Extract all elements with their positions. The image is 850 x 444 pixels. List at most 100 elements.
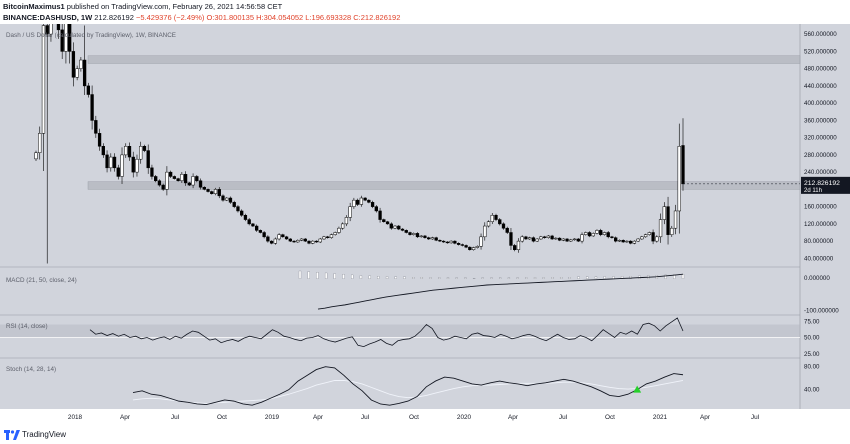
candle-body[interactable]	[64, 24, 68, 52]
candle-body[interactable]	[516, 240, 521, 251]
candle-body[interactable]	[176, 178, 180, 182]
candle-body[interactable]	[370, 202, 375, 207]
candle-body[interactable]	[471, 247, 476, 251]
candle-body[interactable]	[524, 236, 528, 240]
candle-body[interactable]	[90, 94, 94, 121]
candle-body[interactable]	[643, 234, 648, 238]
candle-body[interactable]	[655, 236, 659, 242]
candle-body[interactable]	[195, 176, 199, 182]
candle-body[interactable]	[419, 235, 423, 238]
candle-body[interactable]	[587, 232, 592, 237]
candle-body[interactable]	[299, 238, 304, 241]
candle-body[interactable]	[606, 232, 610, 238]
candle-body[interactable]	[318, 238, 322, 243]
candle-body[interactable]	[337, 227, 341, 233]
candle-body[interactable]	[112, 156, 117, 169]
candle-body[interactable]	[602, 232, 607, 235]
candle-body[interactable]	[505, 227, 509, 233]
candle-body[interactable]	[34, 152, 38, 160]
candle-body[interactable]	[109, 156, 113, 169]
candle-body[interactable]	[94, 120, 98, 134]
candle-body[interactable]	[400, 228, 405, 231]
candle-body[interactable]	[255, 225, 259, 231]
resistance-zone[interactable]	[87, 181, 801, 190]
candle-body[interactable]	[412, 233, 416, 235]
candle-body[interactable]	[251, 223, 255, 227]
candle-body[interactable]	[228, 197, 233, 203]
candle-body[interactable]	[269, 240, 274, 244]
candle-body[interactable]	[120, 154, 124, 177]
candle-body[interactable]	[385, 221, 390, 225]
candle-body[interactable]	[423, 235, 427, 238]
candle-body[interactable]	[191, 176, 195, 186]
candle-body[interactable]	[221, 195, 225, 201]
candle-body[interactable]	[157, 180, 162, 186]
candle-body[interactable]	[673, 210, 678, 229]
candle-body[interactable]	[445, 241, 450, 244]
candle-body[interactable]	[453, 240, 457, 244]
candle-body[interactable]	[71, 51, 76, 78]
candle-body[interactable]	[45, 25, 49, 35]
candle-body[interactable]	[584, 232, 588, 235]
candle-body[interactable]	[217, 189, 221, 197]
candle-body[interactable]	[632, 240, 637, 244]
candle-body[interactable]	[513, 245, 517, 251]
candle-body[interactable]	[614, 237, 618, 242]
candle-body[interactable]	[288, 238, 292, 242]
candle-body[interactable]	[183, 174, 188, 184]
candle-body[interactable]	[621, 240, 625, 243]
candle-body[interactable]	[236, 206, 240, 212]
candle-body[interactable]	[677, 146, 681, 212]
candle-body[interactable]	[277, 234, 281, 240]
candle-body[interactable]	[348, 206, 352, 218]
candle-body[interactable]	[490, 215, 494, 222]
candle-body[interactable]	[479, 236, 483, 247]
candle-body[interactable]	[539, 236, 543, 240]
candle-body[interactable]	[460, 244, 464, 246]
candle-body[interactable]	[135, 158, 139, 173]
candle-body[interactable]	[610, 236, 614, 238]
candle-body[interactable]	[139, 146, 143, 160]
candle-body[interactable]	[341, 223, 345, 229]
candle-body[interactable]	[681, 145, 685, 185]
candle-body[interactable]	[666, 206, 670, 235]
candle-body[interactable]	[311, 240, 315, 244]
candle-body[interactable]	[49, 24, 53, 35]
candle-body[interactable]	[542, 236, 547, 238]
author-name[interactable]: BitcoinMaximus1	[3, 2, 65, 11]
candle-body[interactable]	[187, 182, 191, 186]
candle-body[interactable]	[389, 223, 393, 229]
candle-body[interactable]	[565, 238, 569, 242]
candle-body[interactable]	[273, 238, 278, 244]
candle-body[interactable]	[326, 236, 330, 238]
candle-body[interactable]	[281, 234, 285, 238]
candle-body[interactable]	[483, 225, 487, 238]
candle-body[interactable]	[262, 232, 266, 238]
candle-body[interactable]	[142, 146, 147, 151]
candle-body[interactable]	[636, 238, 640, 242]
candle-body[interactable]	[124, 146, 128, 156]
candle-body[interactable]	[131, 156, 135, 173]
candle-body[interactable]	[240, 210, 244, 216]
candle-body[interactable]	[651, 232, 655, 242]
candle-body[interactable]	[292, 240, 296, 243]
candle-body[interactable]	[146, 150, 150, 169]
candle-body[interactable]	[367, 199, 371, 203]
candle-body[interactable]	[572, 238, 577, 241]
candle-body[interactable]	[359, 197, 364, 205]
candle-body[interactable]	[550, 235, 554, 240]
candle-body[interactable]	[314, 240, 319, 243]
candle-body[interactable]	[640, 236, 644, 240]
candle-body[interactable]	[180, 174, 184, 182]
candle-body[interactable]	[38, 133, 42, 153]
candle-body[interactable]	[561, 238, 565, 241]
candle-body[interactable]	[333, 232, 337, 235]
candle-body[interactable]	[591, 233, 595, 237]
candle-body[interactable]	[206, 189, 210, 192]
candle-body[interactable]	[464, 245, 468, 248]
candle-body[interactable]	[595, 230, 599, 234]
candle-body[interactable]	[662, 206, 666, 220]
candle-body[interactable]	[172, 176, 177, 179]
candle-body[interactable]	[41, 25, 46, 134]
candle-body[interactable]	[329, 234, 334, 238]
